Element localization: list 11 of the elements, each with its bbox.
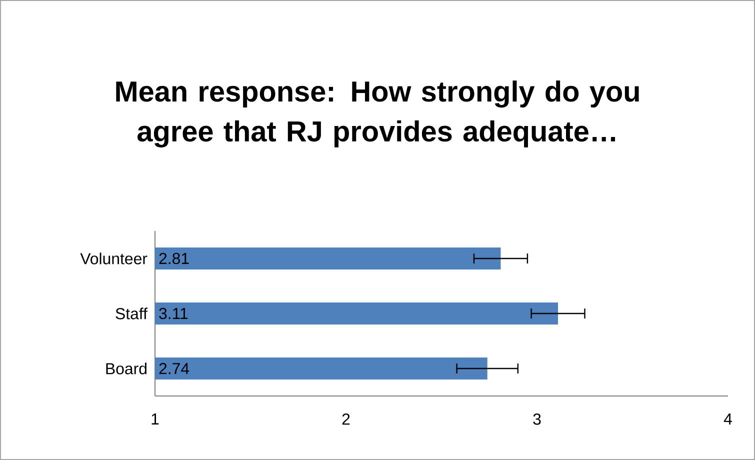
x-tick-label: 2 — [342, 414, 350, 425]
chart-title: Mean response: How strongly do you agree that RJ provides adequate… — [116, 80, 639, 148]
y-tick-label: Board — [106, 362, 146, 374]
y-tick-label: Volunteer — [80, 252, 148, 264]
x-tick-label: 3 — [533, 414, 541, 425]
y-tick-label: Staff — [116, 308, 148, 320]
x-tick-label: 4 — [724, 414, 732, 424]
data-label: 2.74 — [159, 362, 190, 374]
data-label: 2.81 — [159, 252, 189, 264]
data-label: 3.11 — [159, 308, 188, 320]
x-tick-label: 1 — [152, 414, 159, 424]
